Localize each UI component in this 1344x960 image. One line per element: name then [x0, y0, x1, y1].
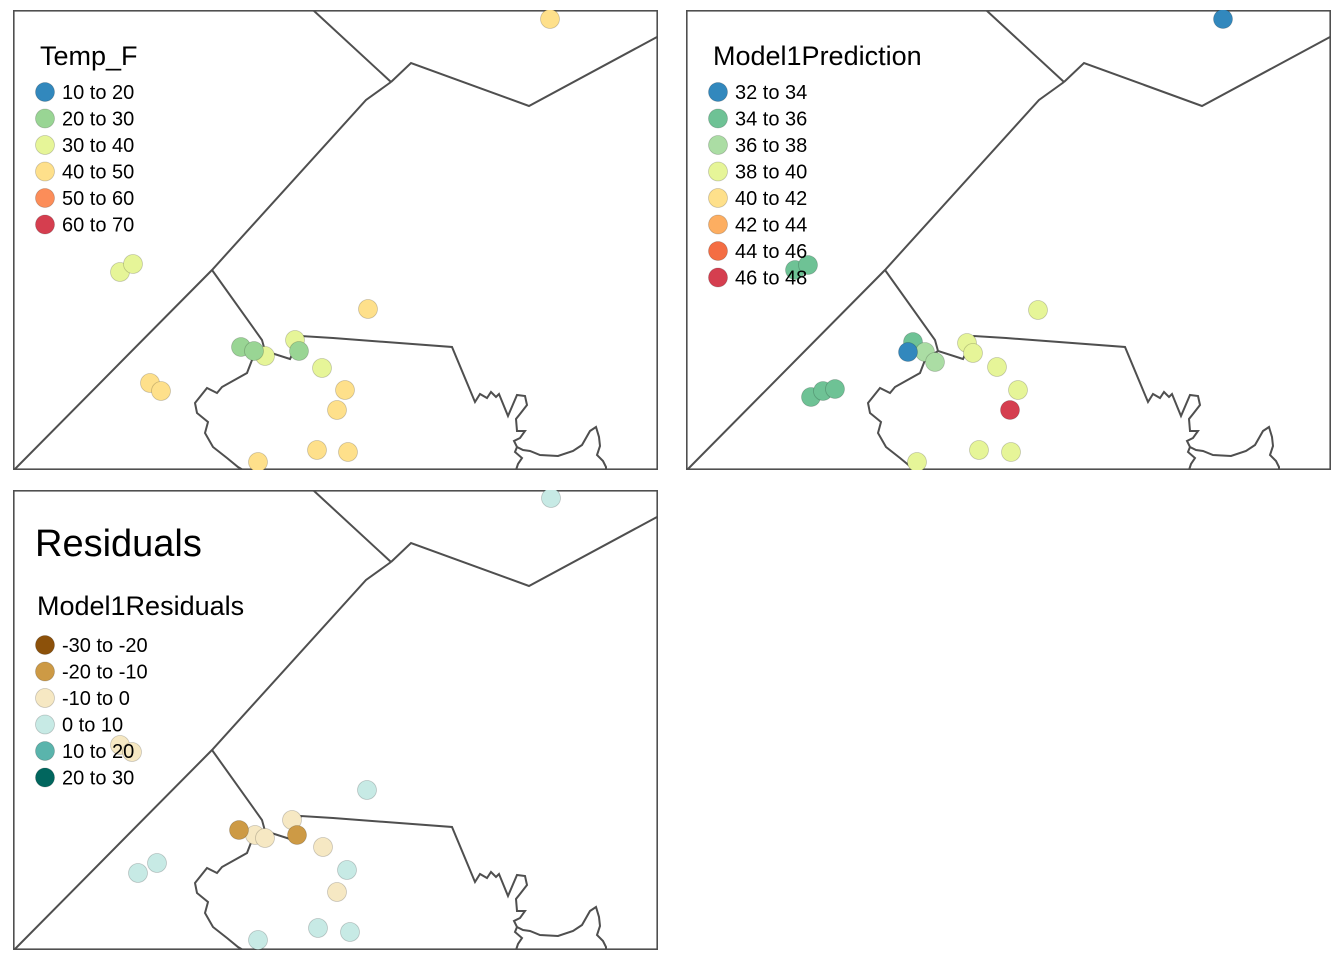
station-dot	[307, 440, 327, 460]
legend: Residuals Model1Residuals -30 to -20 -20 …	[35, 523, 244, 790]
panel-observed-temperature: Temp_F 10 to 20 20 to 30 30 to 40 40 to 50 5…	[13, 10, 658, 470]
station-dot	[825, 379, 845, 399]
legend-swatch	[708, 108, 728, 129]
legend-label: 34 to 36	[735, 109, 807, 131]
legend-label: 44 to 46	[735, 241, 807, 263]
legend-swatch	[35, 661, 55, 682]
panel-border	[13, 10, 658, 470]
station-dot	[335, 380, 355, 400]
station-dots-layer	[785, 10, 1233, 470]
legend-label: 0 to 10	[62, 715, 123, 737]
legend-label: 38 to 40	[735, 162, 807, 184]
station-dot	[338, 442, 358, 462]
legend-swatch	[708, 214, 728, 235]
station-dot	[308, 918, 328, 938]
panel-border	[13, 490, 658, 950]
station-dot	[248, 930, 268, 950]
station-dot	[327, 882, 347, 902]
station-dot	[963, 343, 983, 363]
legend-swatch	[708, 241, 728, 261]
legend-label: 20 to 30	[62, 109, 134, 131]
station-dot	[340, 922, 360, 942]
station-dot	[1000, 400, 1020, 420]
legend-swatch	[35, 714, 55, 735]
legend-swatch	[35, 135, 55, 155]
station-dot	[358, 299, 378, 319]
station-dot	[255, 828, 275, 848]
legend-label: 32 to 34	[735, 82, 807, 104]
station-dot	[327, 400, 347, 420]
station-dot	[1008, 380, 1028, 400]
station-dot	[248, 452, 268, 470]
legend-swatch	[35, 767, 55, 788]
legend-label: 42 to 44	[735, 215, 807, 237]
station-dot	[1001, 442, 1021, 462]
legend-swatch	[708, 267, 728, 288]
station-dot	[128, 863, 148, 883]
legend-swatch	[35, 741, 55, 761]
station-dot	[244, 341, 264, 361]
station-dot	[289, 341, 309, 361]
station-dot	[122, 742, 142, 762]
station-dot	[907, 452, 927, 470]
legend-label: 10 to 20	[62, 82, 134, 104]
legend-swatch	[35, 108, 55, 129]
legend: Model1Prediction 32 to 34 34 to 36 36 to 3…	[708, 41, 922, 290]
legend-label: 10 to 20	[62, 741, 134, 763]
station-dot	[1213, 10, 1233, 29]
legend-swatch	[708, 135, 728, 155]
station-dot	[987, 357, 1007, 377]
panel-model1-prediction: Model1Prediction 32 to 34 34 to 36 36 to 3…	[686, 10, 1331, 470]
station-dot	[287, 825, 307, 845]
station-dot	[541, 490, 561, 508]
station-dot	[151, 381, 171, 401]
station-dot	[337, 860, 357, 880]
legend: Temp_F 10 to 20 20 to 30 30 to 40 40 to 50 5…	[35, 41, 138, 237]
legend-swatch	[35, 688, 55, 708]
legend-label: 20 to 30	[62, 768, 134, 790]
panel-border	[686, 10, 1331, 470]
legend-label: 50 to 60	[62, 188, 134, 210]
station-dot	[540, 10, 560, 29]
legend-swatch	[35, 214, 55, 235]
legend-swatch	[35, 161, 55, 182]
station-dot	[147, 853, 167, 873]
legend-label: -10 to 0	[62, 688, 130, 710]
station-dot	[357, 780, 377, 800]
legend-swatch	[708, 188, 728, 208]
station-dot	[1028, 300, 1048, 320]
panel-main-title: Residuals	[35, 523, 202, 565]
legend-label: -30 to -20	[62, 635, 148, 657]
legend-label: 30 to 40	[62, 135, 134, 157]
legend-swatch	[35, 635, 55, 655]
legend-swatch	[35, 82, 55, 102]
legend-label: -20 to -10	[62, 662, 148, 684]
legend-label: 40 to 50	[62, 162, 134, 184]
station-dots-layer	[110, 10, 560, 470]
legend-title: Model1Prediction	[713, 41, 922, 71]
legend-label: 36 to 38	[735, 135, 807, 157]
legend-swatch	[708, 82, 728, 102]
panel-model1-residuals: Residuals Model1Residuals -30 to -20 -20 …	[13, 490, 658, 950]
station-dots-layer	[110, 490, 561, 950]
legend-swatch	[708, 161, 728, 182]
station-dot	[312, 358, 332, 378]
legend-title: Model1Residuals	[37, 591, 244, 621]
legend-label: 40 to 42	[735, 188, 807, 210]
station-dot	[123, 254, 143, 274]
station-dot	[798, 255, 818, 275]
station-dot	[313, 837, 333, 857]
station-dot	[898, 342, 918, 362]
station-dot	[229, 820, 249, 840]
legend-title: Temp_F	[40, 41, 138, 71]
legend-label: 60 to 70	[62, 215, 134, 237]
station-dot	[969, 440, 989, 460]
legend-swatch	[35, 188, 55, 208]
station-dot	[925, 352, 945, 372]
legend-label: 46 to 48	[735, 268, 807, 290]
